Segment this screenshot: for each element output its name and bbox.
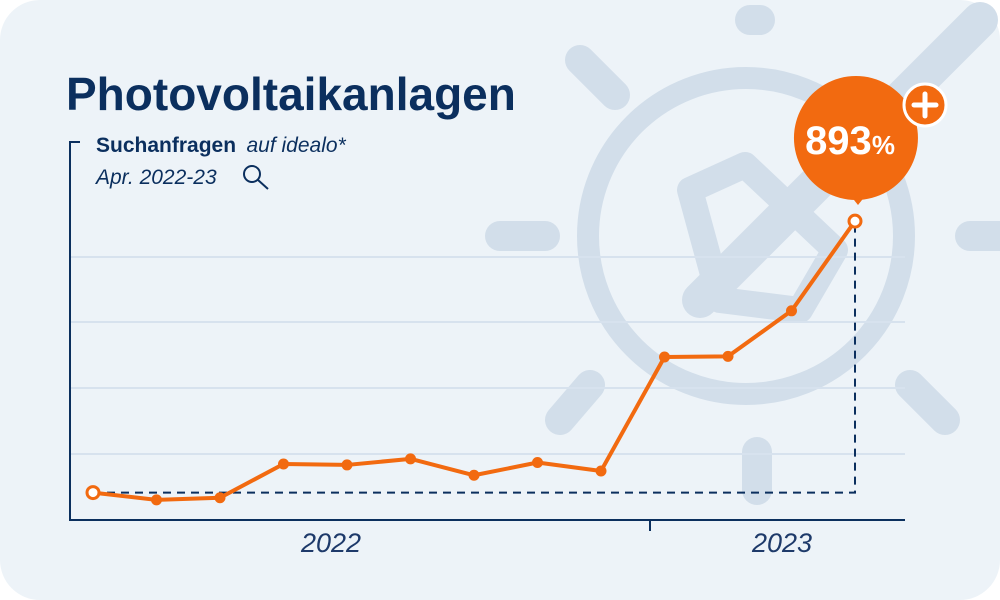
axes (69, 141, 905, 531)
data-point (595, 465, 607, 477)
baseline-guide (93, 221, 856, 494)
gridlines (70, 256, 905, 455)
year-label-2022: 2022 (300, 528, 361, 558)
data-point (468, 469, 480, 481)
data-point (278, 458, 289, 470)
growth-badge: 893% (793, 76, 948, 205)
series-points (85, 213, 863, 506)
data-point (847, 213, 863, 229)
chart-title: Photovoltaikanlagen (66, 68, 516, 120)
badge-value: 893% (805, 119, 895, 163)
data-point (85, 485, 101, 501)
data-point (532, 457, 543, 469)
search-icon (243, 165, 269, 190)
chart-subtitle: Suchanfragen auf idealo* (96, 134, 347, 157)
data-point (722, 350, 734, 362)
data-point (214, 492, 226, 504)
subtitle-bold: Suchanfragen (96, 134, 236, 157)
subtitle-rest: auf idealo* (246, 134, 346, 157)
badge-circle (793, 76, 918, 200)
axis-lines (69, 141, 905, 521)
year-label-2023: 2023 (751, 528, 812, 558)
data-point (341, 459, 353, 471)
plus-icon (911, 91, 939, 119)
badge-number: 893 (805, 119, 872, 163)
baseline-dashed-line (93, 221, 856, 494)
data-point (151, 494, 162, 506)
data-point (786, 305, 797, 317)
data-point (659, 351, 670, 363)
data-point (405, 453, 416, 465)
chart-period: Apr. 2022-23 (94, 166, 217, 189)
badge-unit: % (872, 130, 895, 160)
badge-pointer (846, 190, 870, 205)
